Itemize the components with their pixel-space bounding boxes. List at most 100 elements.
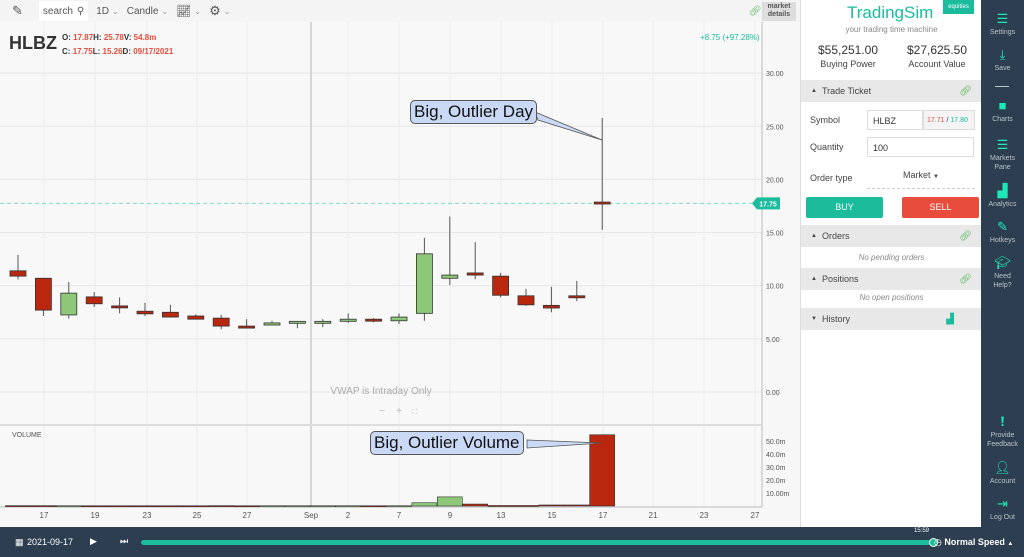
x-tick-label: 25 [193, 511, 202, 520]
candle-body [543, 304, 560, 309]
quantity-label: Quantity [810, 142, 844, 152]
candle-body [238, 325, 256, 329]
playback-slider[interactable] [141, 540, 933, 545]
no-positions-text: No open positions [859, 293, 924, 302]
search-icon: ⚲ [76, 5, 85, 17]
sidebar-item-save[interactable]: ⤓ Save [981, 48, 1024, 73]
sidebar-item-markets-pane[interactable]: ☰ Markets Pane [981, 138, 1024, 172]
download-icon: ⤓ [999, 47, 1006, 62]
zoom-fit-button[interactable]: ⛶ [413, 408, 418, 416]
low-value: 15.26 [102, 47, 123, 56]
candle-body [390, 316, 408, 322]
volume-bar [386, 505, 412, 508]
buy-button[interactable]: BUY [806, 197, 883, 218]
sidebar-item-charts[interactable]: ■ Charts [981, 99, 1024, 124]
volume-label: V: [123, 33, 132, 42]
indicators-select[interactable]: 📈︎ ⌄ [176, 4, 201, 18]
trade-ticket-header[interactable]: ▲ Trade Ticket 🔗︎ [801, 80, 982, 102]
x-tick-label: 27 [243, 511, 252, 520]
sidebar-label: Log Out [990, 514, 1015, 521]
playback-date[interactable]: 2021-09-17 [27, 537, 74, 547]
sell-button[interactable]: SELL [902, 197, 979, 218]
pencil-icon[interactable]: ✎ [12, 3, 23, 18]
brand-logo: TradingSim [847, 3, 934, 22]
annotation-outlier-day[interactable]: Big, Outlier Day [410, 100, 538, 124]
volume-bar [233, 505, 260, 508]
volume-bar [360, 505, 387, 508]
caret-up-icon: ▲ [1007, 541, 1014, 547]
x-tick-label: 23 [700, 511, 709, 520]
candle-body [85, 296, 103, 305]
symbol-label: Symbol [810, 115, 841, 125]
history-label: History [821, 314, 850, 324]
search-input[interactable]: search [42, 5, 73, 17]
speed-select[interactable]: ◷ Normal Speed ▲ [934, 537, 1013, 548]
volume-bar [335, 505, 362, 508]
link-icon[interactable]: 🔗︎ [959, 273, 972, 285]
chevron-down-icon: ⌄ [223, 6, 231, 16]
link-icon[interactable]: 🔗︎ [749, 6, 762, 17]
history-header[interactable]: ▼ History ▟ [801, 308, 982, 330]
zoom-out-button[interactable]: − [379, 406, 385, 417]
close-value: 17.75 [72, 47, 93, 56]
gear-icon: ⚙ [209, 3, 221, 18]
tagline: your trading time machine [845, 25, 938, 34]
orders-header[interactable]: ▲ Orders 🔗︎ [801, 225, 982, 247]
price-tick-label: 10.00 [766, 284, 784, 291]
interval-label: 1D [96, 5, 110, 17]
sidebar-item-settings[interactable]: ☰ Settings [981, 12, 1024, 37]
positions-header[interactable]: ▲ Positions 🔗︎ [801, 268, 982, 290]
caret-down-icon: ▼ [933, 174, 939, 180]
order-type-select[interactable]: Market ▼ [867, 170, 975, 189]
price-chart[interactable]: 30.00 25.00 20.00 15.00 10.00 5.00 0.00 50.0m 40… [0, 0, 800, 527]
chart-type-label: Candle [126, 5, 159, 17]
price-tick-label: 5.00 [766, 337, 780, 344]
x-tick-label: 21 [649, 511, 658, 520]
annotation-outlier-volume[interactable]: Big, Outlier Volume [370, 431, 524, 455]
settings-select[interactable]: ⚙ ⌄ [209, 3, 230, 19]
sidebar-item-help[interactable]: 🎓︎ Need Help? [981, 256, 1024, 290]
sidebar-item-account[interactable]: 👤︎ Account [981, 461, 1024, 486]
ask-value: 17.80 [950, 117, 968, 124]
symbol-input[interactable]: HLBZ [867, 110, 923, 130]
candle-body [339, 318, 357, 322]
close-label: C: [62, 47, 71, 56]
sidebar-item-analytics[interactable]: ▟ Analytics [981, 184, 1024, 209]
candle-body [35, 277, 52, 311]
price-tick-label: 20.00 [766, 177, 784, 184]
link-icon[interactable]: 🔗︎ [959, 230, 972, 242]
sidebar-label: Settings [989, 29, 1016, 36]
user-icon: 👤︎ [994, 460, 1011, 475]
sidebar-item-feedback[interactable]: ❗︎ Provide Feedback [981, 415, 1024, 449]
symbol-title: HLBZ [9, 33, 57, 53]
sidebar-item-logout[interactable]: ⇥ Log Out [981, 497, 1024, 522]
quantity-input[interactable]: 100 [867, 137, 974, 157]
price-tick-label: 25.00 [766, 124, 784, 131]
volume-bar [589, 434, 616, 507]
market-details-button[interactable]: market details [762, 2, 796, 21]
equities-badge: equities [943, 0, 974, 14]
clock-icon: ◷ [934, 537, 942, 547]
volume-bar [30, 505, 57, 507]
playback-time: 15:59 [914, 528, 930, 534]
list-icon: ☰ [996, 137, 1009, 152]
chevron-down-icon: ⌄ [194, 6, 202, 16]
playback-slider-handle[interactable] [929, 538, 938, 547]
search-box[interactable]: search ⚲ [38, 1, 89, 21]
bar-chart-icon[interactable]: ▟ [946, 313, 954, 325]
volume-value: 54.8m [133, 33, 157, 42]
volume-bar [5, 505, 31, 507]
line-chart-icon: 📈︎ [176, 4, 192, 18]
chevron-down-icon: ⌄ [112, 6, 119, 16]
chart-area[interactable]: 30.00 25.00 20.00 15.00 10.00 5.00 0.00 50.0m 40… [0, 0, 800, 527]
link-icon[interactable]: 🔗︎ [959, 85, 972, 97]
account-value-label: Account Value [908, 59, 966, 69]
divider [995, 86, 1009, 87]
candle-body [415, 253, 433, 314]
chart-type-select[interactable]: Candle ⌄ [127, 6, 168, 17]
step-forward-button[interactable]: ⏭︎ [120, 536, 129, 546]
zoom-in-button[interactable]: + [396, 406, 402, 417]
sidebar-item-hotkeys[interactable]: ✎ Hotkeys [981, 220, 1024, 245]
interval-select[interactable]: 1D ⌄ [96, 6, 119, 17]
play-button[interactable]: ▶ [90, 536, 97, 546]
